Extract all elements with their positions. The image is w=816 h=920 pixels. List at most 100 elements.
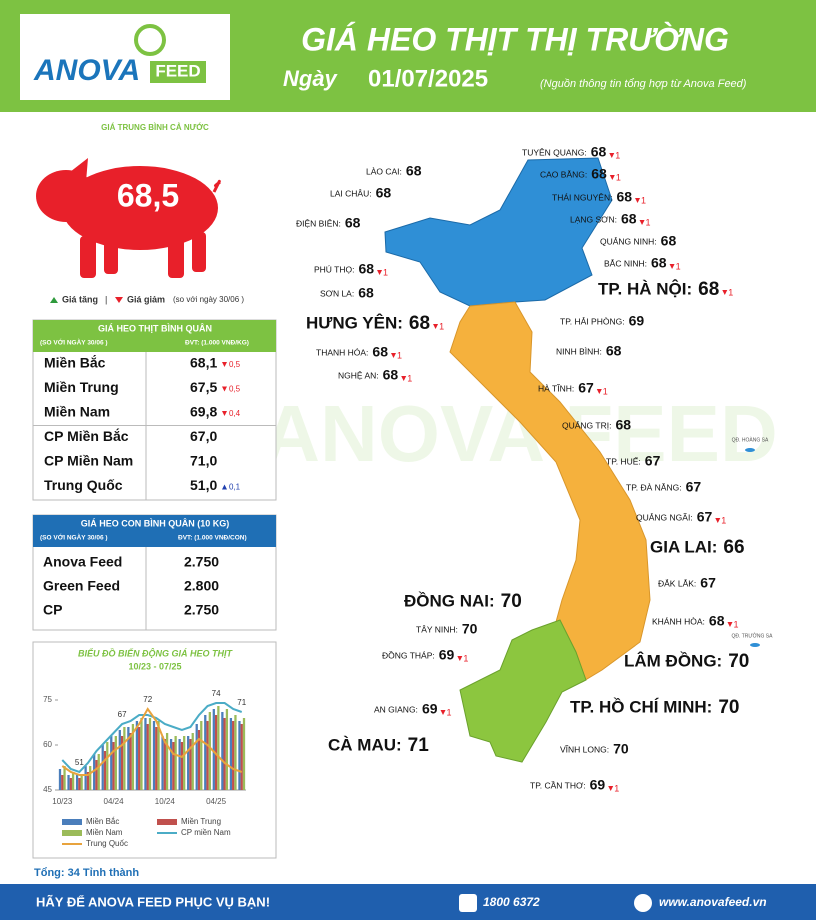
province-change: 1 [733,619,738,629]
province-price: 68 [616,189,632,205]
y-tick-label: 45 [43,785,52,794]
province-name: SƠN LA: [320,288,354,298]
province-name: TP. CẦN THƠ: [530,780,586,790]
bar [129,733,132,790]
bar [106,742,109,790]
trend-icon [669,264,675,269]
meat-table-title: GIÁ HEO THỊT BÌNH QUÂN [98,322,212,333]
legend-label: Miền Nam [86,828,123,837]
trend-icon [222,362,227,367]
province-change: 1 [728,287,733,297]
bar [138,727,141,790]
date: 01/07/2025 [368,65,488,92]
meat-table-header [33,320,276,352]
bar [140,718,143,790]
trend-icon [440,710,446,715]
legend-swatch [62,830,82,836]
province-price: 68 [358,285,374,301]
bar [197,730,201,790]
data-label: 67 [118,710,127,719]
web-icon [634,894,652,912]
province-name: ĐẮK LẮK: [658,578,696,588]
bar [191,733,194,790]
bar [242,718,246,790]
x-tick-label: 04/25 [206,797,227,806]
province-name: TUYÊN QUANG: [522,147,587,157]
trend-icon [608,786,614,791]
legend-swatch [62,819,82,825]
province-price: 67 [645,453,661,469]
island-label: QĐ. HOÀNG SA [732,436,769,443]
province-price: 70 [718,697,739,718]
pig-head [36,170,96,222]
province-price: 68 [698,279,719,300]
bar [118,730,121,790]
row-price: 67,0 [190,428,217,444]
bar [165,733,169,790]
bar [234,715,237,790]
province-name: TP. HÀ NỘI: [598,279,692,298]
bar [135,721,139,790]
province-price: 68 [345,215,361,231]
map: QĐ. HOÀNG SA QĐ. TRƯỜNG SA [384,157,774,763]
x-tick-label: 10/23 [52,797,73,806]
pig-ear [70,158,88,182]
province-change: 1 [614,783,619,793]
bar [161,736,164,790]
province-price: 70 [501,591,522,612]
province-price: 68 [621,211,637,227]
province-price: 68 [372,344,388,360]
province-price: 66 [723,537,744,558]
chart: 45 60 75 10/23 04/24 10/24 04/25 51 67 74 71 72 Miền… [43,689,247,848]
province-name: TP. ĐÀ NẴNG: [626,481,682,492]
bar [229,718,233,790]
province-price: 67 [578,380,594,396]
trend-icon [433,324,439,329]
region-south [459,619,587,763]
bar [120,736,124,790]
date-label: Ngày [283,66,339,91]
province-name: VĨNH LONG: [560,744,609,754]
trend-icon [377,270,383,275]
trend-icon [722,290,728,295]
meat-rows: Miền Bắc 68,1 0,5 Miền Trung 67,5 0,5 Miền Nam… [33,352,276,500]
province-name: LAI CHÂU: [330,188,372,198]
province-change: 1 [676,261,681,271]
logo-text: ANOVA [33,54,140,87]
province-change: 1 [383,267,388,277]
down-icon [115,297,123,303]
bar [69,778,72,790]
row-price: 2.800 [184,578,219,594]
row-name: Miền Nam [44,404,110,420]
bar [84,766,87,790]
trend-icon [596,389,602,394]
logo-suffix: FEED [155,61,200,80]
trend-icon [609,153,615,158]
bar [110,736,113,790]
bar [148,718,152,790]
bar [144,718,147,790]
province-name: QUẢNG NINH: [600,235,657,246]
pig-leg [192,232,206,272]
bar [157,721,160,790]
province-change: 1 [407,373,412,383]
up-icon [50,297,58,303]
bar [180,742,184,790]
province-name: LÂM ĐỒNG: [624,651,722,670]
pig-snout [38,186,52,206]
bar [183,736,186,790]
island-label: QĐ. TRƯỜNG SA [732,632,774,639]
province-change: 1 [641,195,646,205]
province-change: 1 [397,350,402,360]
bar [152,721,156,790]
province-name: LÀO CAI: [366,166,402,176]
province-price: 68 [406,163,422,179]
trend-icon [609,175,615,180]
footer-slogan: HÃY ĐỂ ANOVA FEED PHỤC VỤ BẠN! [36,894,270,909]
row-price: 67,5 [190,379,217,395]
province-price: 68 [709,613,725,629]
province-name: AN GIANG: [374,704,418,714]
logo-suffix-box [150,61,206,83]
bar [163,739,166,790]
province-change: 1 [646,217,651,227]
